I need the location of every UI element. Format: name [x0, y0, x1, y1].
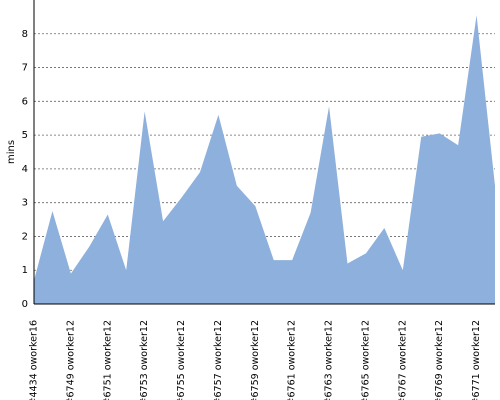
y-tick-label: 7 [22, 63, 28, 74]
y-tick-label: 5 [22, 130, 28, 141]
x-tick-label: #6761 oworker12 [287, 320, 298, 400]
x-tick-label: #6753 oworker12 [139, 320, 150, 400]
y-tick-label: 3 [22, 198, 28, 209]
x-tick-label: #6767 oworker12 [397, 320, 408, 400]
x-tick-label: #6765 oworker12 [360, 320, 371, 400]
y-tick-label: 2 [22, 231, 28, 242]
x-tick-label: #6751 oworker12 [102, 320, 113, 400]
y-tick-label: 8 [22, 29, 28, 40]
x-tick-label: #6771 oworker12 [471, 320, 482, 400]
y-axis-label: mins [6, 140, 17, 164]
x-tick-label: #6757 oworker12 [213, 320, 224, 400]
x-tick-label: #6763 oworker12 [324, 320, 335, 400]
y-tick-label: 1 [22, 265, 28, 276]
area [34, 15, 495, 304]
y-tick-label: 6 [22, 96, 28, 107]
x-tick-label: #6749 oworker12 [65, 320, 76, 400]
x-tick-label: #6759 oworker12 [250, 320, 261, 400]
x-tick-label: #6769 oworker12 [434, 320, 445, 400]
x-tick-label: #4434 oworker16 [29, 320, 40, 400]
y-tick-label: 0 [22, 299, 28, 310]
x-tick-label: #6755 oworker12 [176, 320, 187, 400]
y-tick-label: 4 [22, 164, 28, 175]
